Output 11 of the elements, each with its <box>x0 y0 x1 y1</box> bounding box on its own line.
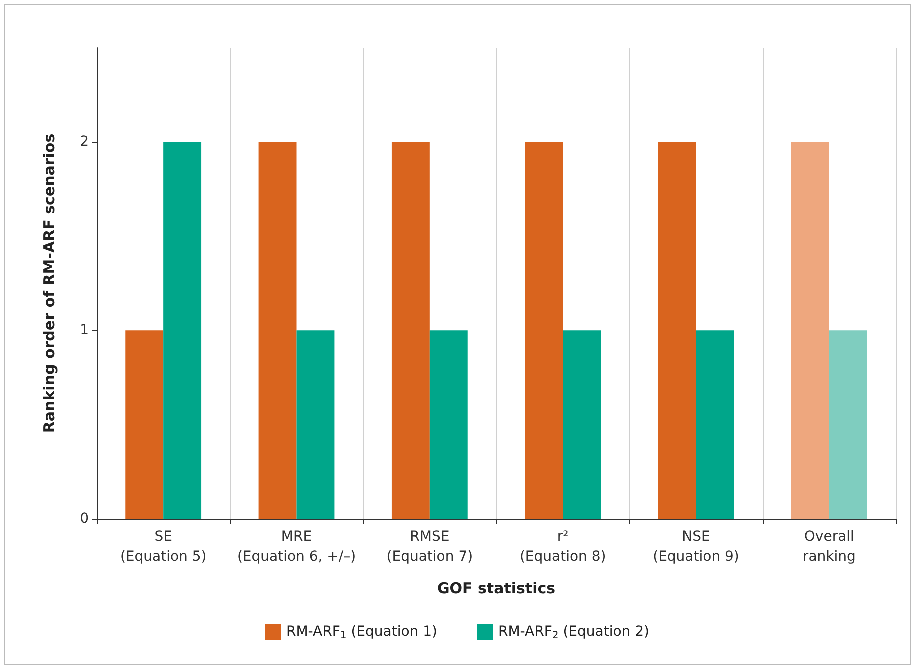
x-axis-title: GOF statistics <box>437 580 556 598</box>
y-tick-label: 0 <box>80 511 89 527</box>
x-tick-label: RMSE (Equation 7) <box>386 529 474 565</box>
x-tick-label: NSE (Equation 9) <box>653 529 740 565</box>
y-tick-label: 2 <box>80 134 89 150</box>
y-tick-label: 1 <box>80 322 89 339</box>
y-axis-title: Ranking order of RM-ARF scenarios <box>40 134 58 434</box>
x-tick-label: SE (Equation 5) <box>120 529 207 565</box>
x-tick-label: r² (Equation 8) <box>520 529 606 565</box>
x-tick-label: Overall ranking <box>802 529 856 565</box>
x-tick-label: MRE (Equation 6, +/–) <box>237 529 356 565</box>
